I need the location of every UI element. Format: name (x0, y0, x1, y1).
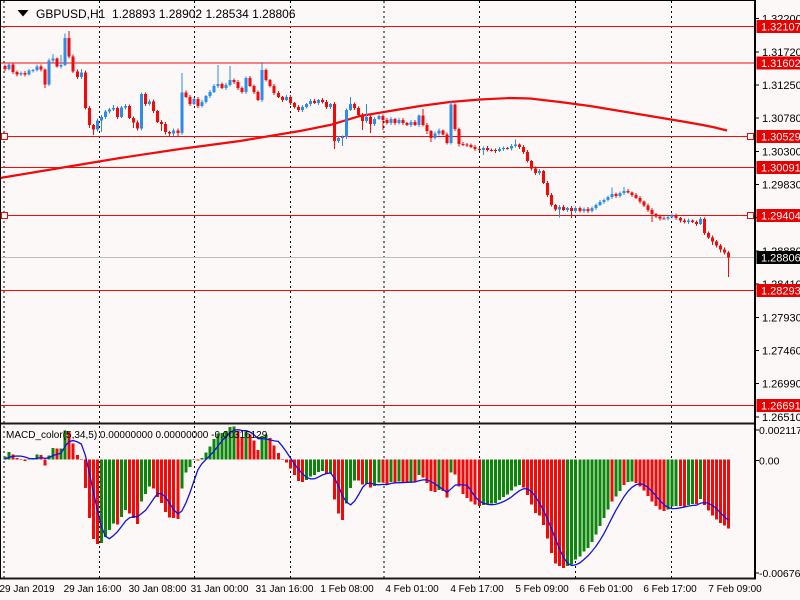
svg-text:6 Feb 01:00: 6 Feb 01:00 (579, 584, 633, 595)
svg-text:0.0021179: 0.0021179 (759, 425, 800, 437)
svg-text:-0.0067670: -0.0067670 (759, 568, 800, 580)
svg-text:31 Jan 16:00: 31 Jan 16:00 (256, 584, 314, 595)
svg-text:1.30091: 1.30091 (761, 163, 800, 175)
svg-text:1.26510: 1.26510 (762, 412, 800, 424)
svg-text:5 Feb 09:00: 5 Feb 09:00 (515, 584, 569, 595)
svg-text:1 Feb 08:00: 1 Feb 08:00 (320, 584, 374, 595)
svg-text:1.32107: 1.32107 (761, 22, 800, 34)
svg-text:30 Jan 08:00: 30 Jan 08:00 (129, 584, 187, 595)
svg-text:0.00: 0.00 (759, 456, 780, 468)
svg-text:4 Feb 17:00: 4 Feb 17:00 (450, 584, 504, 595)
svg-text:1.31720: 1.31720 (762, 47, 800, 59)
svg-text:1.29404: 1.29404 (761, 211, 800, 223)
svg-text:1.30300: 1.30300 (762, 147, 800, 159)
svg-text:7 Feb 09:00: 7 Feb 09:00 (708, 584, 762, 595)
svg-text:GBPUSD,H1 1.28893 1.28902 1.2: GBPUSD,H1 1.28893 1.28902 1.28534 1.2880… (36, 7, 296, 21)
svg-text:29 Jan 16:00: 29 Jan 16:00 (64, 584, 122, 595)
svg-text:31 Jan 00:00: 31 Jan 00:00 (191, 584, 249, 595)
svg-text:1.29830: 1.29830 (762, 180, 800, 192)
svg-text:4 Feb 01:00: 4 Feb 01:00 (385, 584, 439, 595)
svg-text:6 Feb 17:00: 6 Feb 17:00 (643, 584, 697, 595)
svg-text:1.27930: 1.27930 (762, 313, 800, 325)
svg-text:1.27460: 1.27460 (762, 345, 800, 357)
svg-text:1.31250: 1.31250 (762, 80, 800, 92)
svg-text:29 Jan 2019: 29 Jan 2019 (0, 584, 55, 595)
svg-text:MACD_color(5,34,5) 0.00000000: MACD_color(5,34,5) 0.00000000 0.00000000… (6, 430, 268, 441)
svg-text:1.30780: 1.30780 (762, 113, 800, 125)
svg-text:1.28293: 1.28293 (761, 286, 800, 298)
svg-text:1.26691: 1.26691 (761, 401, 800, 413)
svg-text:1.28806: 1.28806 (761, 253, 800, 265)
svg-text:1.30529: 1.30529 (761, 132, 800, 144)
svg-text:1.26990: 1.26990 (762, 378, 800, 390)
svg-text:1.31602: 1.31602 (761, 58, 800, 70)
